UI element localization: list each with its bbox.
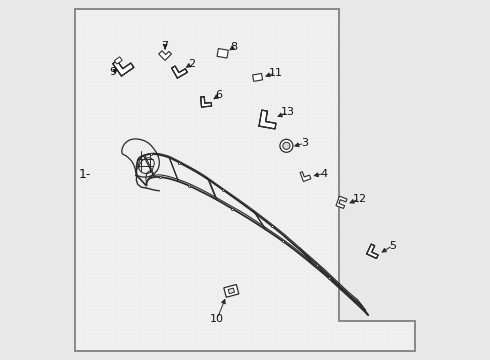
- Polygon shape: [259, 110, 276, 129]
- Text: 4: 4: [320, 168, 328, 179]
- Polygon shape: [336, 196, 347, 208]
- Text: 10: 10: [210, 314, 224, 324]
- Polygon shape: [114, 57, 122, 64]
- Text: 8: 8: [231, 42, 238, 52]
- Polygon shape: [228, 288, 235, 294]
- Polygon shape: [300, 172, 311, 181]
- Polygon shape: [253, 73, 263, 81]
- Text: 1-: 1-: [79, 168, 91, 181]
- Polygon shape: [217, 49, 228, 58]
- Text: 9: 9: [109, 67, 116, 77]
- Polygon shape: [201, 96, 212, 107]
- Polygon shape: [367, 244, 378, 258]
- Polygon shape: [113, 60, 134, 76]
- Polygon shape: [75, 9, 415, 351]
- Text: 2: 2: [188, 59, 196, 69]
- Circle shape: [283, 142, 290, 149]
- Polygon shape: [224, 284, 239, 297]
- Circle shape: [280, 139, 293, 152]
- Text: 7: 7: [162, 41, 169, 51]
- Text: 6: 6: [216, 90, 222, 100]
- Text: 3: 3: [301, 138, 308, 148]
- Polygon shape: [159, 51, 171, 60]
- Polygon shape: [172, 66, 187, 78]
- Text: 12: 12: [352, 194, 367, 204]
- Text: 5: 5: [389, 240, 396, 251]
- Text: 11: 11: [269, 68, 283, 78]
- Text: 13: 13: [280, 107, 294, 117]
